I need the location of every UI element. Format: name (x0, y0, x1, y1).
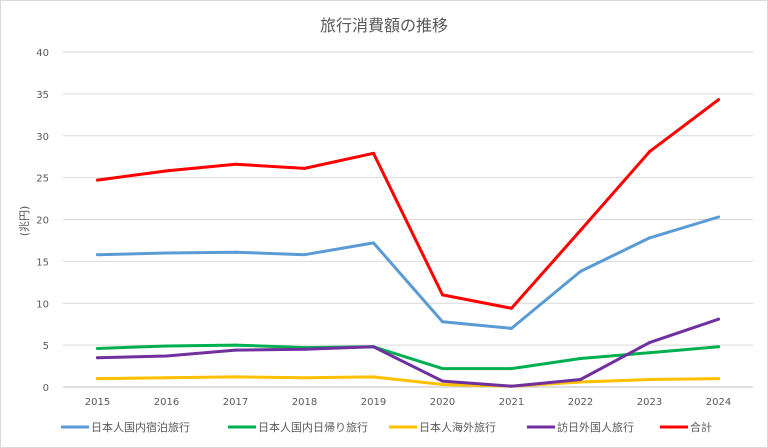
data-point (372, 345, 375, 349)
y-tick-label: 25 (36, 174, 49, 185)
series-line-2 (96, 343, 720, 371)
x-tick-label: 2018 (292, 397, 317, 408)
data-point (234, 375, 237, 379)
data-point (441, 367, 444, 371)
y-tick-label: 15 (36, 257, 49, 268)
data-point (579, 269, 582, 273)
x-tick-label: 2024 (706, 397, 731, 408)
data-point (510, 367, 513, 371)
x-tick-label: 2015 (85, 397, 110, 408)
x-tick-label: 2019 (361, 397, 386, 408)
y-tick-label: 35 (36, 90, 49, 101)
data-point (372, 151, 375, 155)
data-point (303, 347, 306, 351)
data-point (165, 169, 168, 173)
y-tick-label: 0 (43, 383, 49, 394)
data-point (234, 348, 237, 352)
chart-title: 旅行消費額の推移 (320, 16, 448, 35)
data-point (96, 253, 99, 257)
data-point (648, 341, 651, 345)
y-tick-labels: 0 5 10 15 20 25 30 35 40 (36, 48, 49, 394)
series-line-5 (96, 98, 720, 310)
data-point (372, 375, 375, 379)
data-point (303, 253, 306, 257)
data-point (717, 317, 720, 321)
data-point (510, 384, 513, 388)
x-tick-label: 2017 (223, 397, 248, 408)
y-axis-label: (兆円) (18, 206, 31, 237)
data-point (96, 377, 99, 381)
series-line-4 (96, 317, 720, 388)
x-tick-label: 2016 (154, 397, 179, 408)
legend-label: 日本人国内日帰り旅行 (258, 420, 368, 434)
data-point (717, 377, 720, 381)
gridlines (63, 51, 753, 388)
data-point (441, 382, 444, 386)
data-point (441, 320, 444, 324)
legend-label: 日本人海外旅行 (419, 420, 496, 434)
data-point (234, 250, 237, 254)
data-point (234, 162, 237, 166)
x-tick-label: 2022 (568, 397, 593, 408)
x-tick-label: 2021 (499, 397, 524, 408)
data-point (717, 345, 720, 349)
data-point (441, 379, 444, 383)
data-point (510, 306, 513, 310)
data-point (303, 166, 306, 170)
legend: 日本人国内宿泊旅行 日本人国内日帰り旅行 日本人海外旅行 訪日外国人旅行 合計 (61, 420, 712, 434)
legend-label: 日本人国内宿泊旅行 (91, 420, 190, 434)
series-lines (96, 98, 720, 388)
data-point (510, 326, 513, 330)
data-point (234, 343, 237, 347)
data-point (165, 344, 168, 348)
y-tick-label: 10 (36, 299, 49, 310)
x-tick-labels: 2015 2016 2017 2018 2019 2020 2021 2022 2023 2024 (85, 397, 731, 408)
data-point (648, 377, 651, 381)
data-point (579, 357, 582, 361)
data-point (648, 150, 651, 154)
data-point (717, 98, 720, 102)
y-tick-label: 30 (36, 132, 49, 143)
legend-label: 訪日外国人旅行 (557, 420, 634, 434)
legend-label: 合計 (690, 420, 712, 434)
data-point (648, 351, 651, 355)
data-point (96, 356, 99, 360)
data-point (648, 236, 651, 240)
y-tick-label: 20 (36, 216, 49, 227)
data-point (165, 376, 168, 380)
data-point (165, 354, 168, 358)
data-point (165, 251, 168, 255)
data-point (717, 215, 720, 219)
data-point (372, 241, 375, 245)
x-tick-label: 2020 (430, 397, 455, 408)
data-point (441, 293, 444, 297)
data-point (579, 377, 582, 381)
data-point (303, 376, 306, 380)
series-line-3 (96, 375, 720, 388)
data-point (579, 228, 582, 232)
y-tick-label: 5 (43, 341, 49, 352)
y-tick-label: 40 (36, 48, 49, 59)
data-point (579, 380, 582, 384)
data-point (96, 178, 99, 182)
series-line-1 (96, 215, 720, 330)
data-point (96, 346, 99, 350)
x-tick-label: 2023 (637, 397, 662, 408)
